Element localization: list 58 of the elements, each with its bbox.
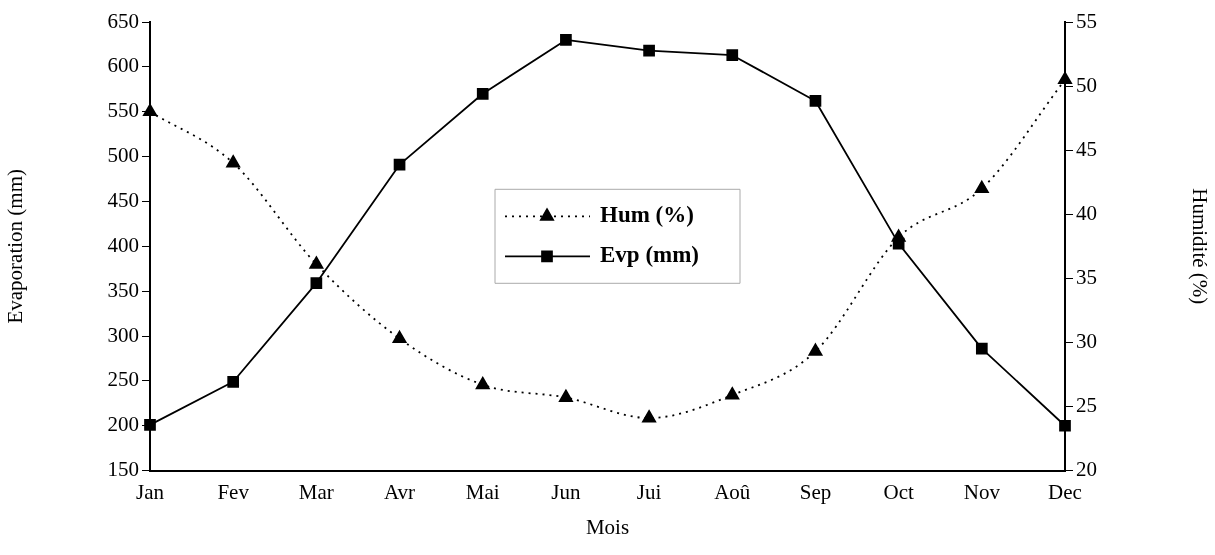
point [808, 343, 823, 356]
point [227, 375, 240, 388]
y2-tick-label: 25 [1076, 393, 1097, 418]
y-tick-label: 150 [107, 457, 139, 482]
y-tick-label: 600 [107, 53, 139, 78]
x-tick-label: Mai [465, 479, 500, 504]
y2-axis-title: Humidité (%) [1187, 188, 1212, 305]
point [891, 229, 906, 242]
y2-tick-label: 45 [1076, 136, 1097, 161]
y2-tick-label: 35 [1076, 264, 1097, 289]
y2-tick-label: 20 [1076, 457, 1097, 482]
x-tick-label: Mar [298, 479, 334, 504]
point [1058, 71, 1072, 85]
x-tick-label: Sep [799, 479, 832, 504]
point [392, 330, 407, 343]
y-tick-label: 450 [107, 187, 139, 212]
x-tick-label: Aoû [714, 479, 751, 504]
point [475, 376, 490, 390]
y-tick-label: 300 [107, 322, 139, 347]
point [643, 44, 655, 57]
x-axis-title: Mois [585, 514, 630, 539]
x-tick-label: Jan [136, 479, 165, 504]
y-tick-label: 200 [107, 412, 139, 437]
y2-tick-label: 30 [1076, 328, 1097, 353]
point [476, 87, 489, 100]
y2-tick-label: 55 [1076, 8, 1097, 33]
legend-label: Hum (%) [600, 202, 694, 228]
point [309, 256, 324, 269]
point [393, 158, 406, 171]
y-tick-label: 400 [107, 232, 139, 257]
y2-tick-label: 40 [1076, 200, 1097, 225]
y-axis-title: Evaporation (mm) [3, 169, 28, 324]
y2-tick-label: 50 [1076, 72, 1097, 97]
x-tick-label: Oct [883, 479, 914, 504]
y-tick-label: 550 [107, 98, 139, 123]
point [226, 155, 241, 168]
point [974, 180, 989, 194]
point [726, 49, 739, 62]
y-tick-label: 250 [107, 367, 139, 392]
point [975, 342, 988, 355]
x-tick-label: Jun [551, 479, 581, 504]
point [725, 387, 740, 400]
point [558, 389, 573, 402]
x-tick-label: Dec [1048, 479, 1082, 504]
y-tick-label: 650 [107, 8, 139, 33]
point [143, 103, 157, 117]
x-tick-label: Avr [383, 479, 416, 504]
x-tick-label: Jui [636, 479, 662, 504]
point [310, 277, 323, 289]
y-tick-label: 500 [107, 143, 139, 168]
point [809, 95, 822, 107]
y-tick-label: 350 [107, 277, 139, 302]
point [1059, 419, 1071, 432]
legend-label: Evp (mm) [600, 242, 700, 268]
point [642, 410, 657, 423]
point [560, 34, 572, 46]
x-tick-label: Nov [963, 479, 1001, 504]
x-tick-label: Fev [217, 479, 250, 504]
